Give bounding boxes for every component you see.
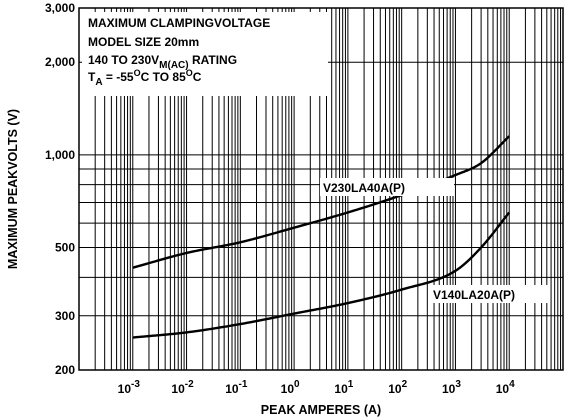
y-tick-label: 300 <box>55 309 75 323</box>
annotation-line-2: MODEL SIZE 20mm <box>88 35 199 49</box>
annotation-line-4-mid2: C TO 85 <box>141 70 186 84</box>
y-tick-label: 3,000 <box>45 1 75 15</box>
series-label-v230la40a: V230LA40A(P) <box>323 181 405 195</box>
series-label-bg-2 <box>430 285 548 303</box>
annotation-line-4-sup1: O <box>134 68 141 78</box>
x-tick-label: 10-1 <box>225 379 248 396</box>
annotation-line-4: TA = -55OC TO 85OC <box>88 68 202 88</box>
series-line-1 <box>132 135 511 269</box>
x-tick-label: 102 <box>388 379 407 396</box>
x-tick-label: 101 <box>334 379 353 396</box>
x-tick-label: 10-3 <box>118 379 141 396</box>
x-tick-label: 103 <box>442 379 461 396</box>
annotation-line-1: MAXIMUM CLAMPINGVOLTAGE <box>88 16 270 30</box>
y-tick-label: 1,000 <box>45 148 75 162</box>
annotation-line-4-mid: = -55 <box>103 70 134 84</box>
annotation-line-3-prefix: 140 TO 230V <box>88 53 159 67</box>
series-line-2 <box>132 211 511 339</box>
y-tick-labels: 200 300 500 1,000 2,000 3,000 <box>45 1 75 377</box>
annotation-line-4-end: C <box>193 70 202 84</box>
curves <box>132 135 511 339</box>
x-tick-label: 100 <box>281 379 300 396</box>
y-tick-label: 200 <box>55 363 75 377</box>
y-tick-label: 2,000 <box>45 55 75 69</box>
annotation-line-3-suffix: RATING <box>189 53 237 67</box>
annotation-line-4-t: T <box>88 70 96 84</box>
x-tick-label: 10-2 <box>171 379 194 396</box>
y-tick-label: 500 <box>55 241 75 255</box>
series-label-v140la20a: V140LA20A(P) <box>433 288 515 302</box>
annotation-line-3: 140 TO 230VM(AC) RATING <box>88 53 237 71</box>
plot-frame <box>78 7 564 371</box>
x-tick-label: 104 <box>496 379 515 396</box>
series-label-bg-1 <box>320 178 454 196</box>
annotation-line-4-sup2: O <box>186 68 193 78</box>
x-axis-title: PEAK AMPERES (A) <box>261 403 381 417</box>
y-axis-title: MAXIMUM PEAKVOLTS (V) <box>6 109 20 269</box>
annotation-line-3-sub: M(AC) <box>159 60 188 71</box>
x-tick-labels: 10-3 10-2 10-1 100 101 102 103 104 <box>118 379 515 396</box>
annotation-box <box>82 12 328 96</box>
annotation-line-4-sub: A <box>95 77 102 88</box>
